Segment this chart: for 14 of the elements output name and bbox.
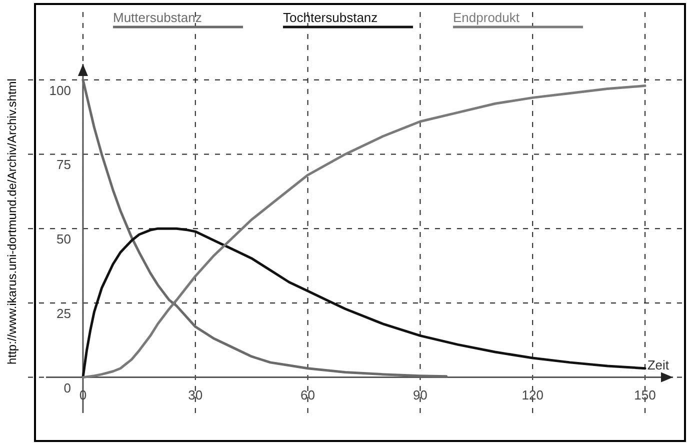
x-axis-title: Zeit: [647, 357, 670, 372]
y-tick-label: 50: [56, 232, 71, 247]
y-tick-label: 25: [56, 306, 71, 321]
text: Endprodukt: [453, 10, 520, 25]
text: Tochtersubstanz: [283, 10, 378, 25]
text: http://www.ikarus.uni-dortmund.de/Archiv/Archiv.shtml: [5, 78, 19, 364]
x-tick-label: 90: [412, 387, 428, 402]
x-tick-label: 60: [300, 387, 316, 402]
y-tick-label: 75: [56, 157, 71, 172]
x-tick-label: 150: [634, 387, 656, 402]
x-tick-label: 120: [522, 387, 544, 402]
y-tick-label: 100: [49, 82, 71, 98]
text: Muttersubstanz: [113, 10, 202, 25]
x-tick-label: 30: [188, 387, 203, 402]
